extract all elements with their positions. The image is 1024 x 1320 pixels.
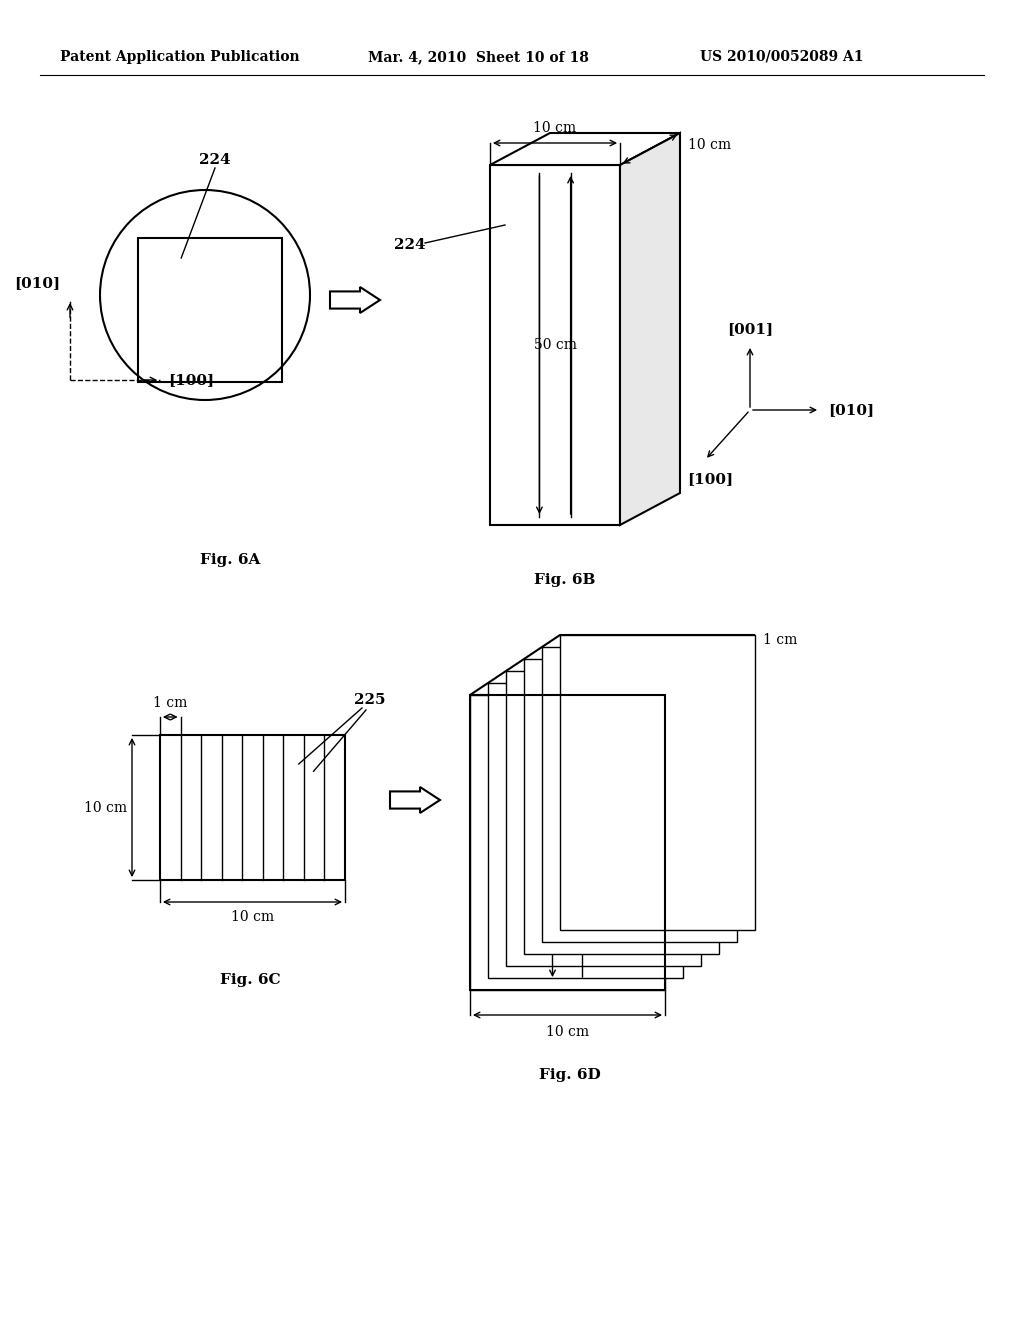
Text: 10 cm: 10 cm <box>534 121 577 135</box>
Polygon shape <box>490 133 680 165</box>
Text: Mar. 4, 2010  Sheet 10 of 18: Mar. 4, 2010 Sheet 10 of 18 <box>368 50 589 63</box>
Polygon shape <box>470 696 665 990</box>
Text: 10 cm: 10 cm <box>231 909 274 924</box>
Text: [001]: [001] <box>727 322 773 337</box>
Text: 1 cm: 1 cm <box>763 634 798 647</box>
Polygon shape <box>506 671 701 966</box>
Polygon shape <box>470 635 755 696</box>
Polygon shape <box>488 682 683 978</box>
Polygon shape <box>560 635 755 931</box>
Text: 50 cm: 50 cm <box>546 836 589 850</box>
Bar <box>138 238 282 381</box>
Text: [100]: [100] <box>168 374 214 387</box>
Text: [010]: [010] <box>14 276 60 290</box>
Text: 1 cm: 1 cm <box>154 696 187 710</box>
Text: 10 cm: 10 cm <box>546 1026 589 1039</box>
Text: Fig. 6D: Fig. 6D <box>539 1068 601 1082</box>
Text: 224: 224 <box>200 153 230 168</box>
Text: US 2010/0052089 A1: US 2010/0052089 A1 <box>700 50 863 63</box>
Text: 50 cm: 50 cm <box>534 338 577 352</box>
Text: Patent Application Publication: Patent Application Publication <box>60 50 300 63</box>
Polygon shape <box>490 165 620 525</box>
Polygon shape <box>620 133 680 525</box>
Polygon shape <box>542 647 737 942</box>
Text: [010]: [010] <box>828 403 874 417</box>
Text: 224: 224 <box>394 238 426 252</box>
Polygon shape <box>524 659 719 954</box>
Text: 10 cm: 10 cm <box>688 139 731 152</box>
Text: 10 cm: 10 cm <box>84 800 127 814</box>
Text: [100]: [100] <box>687 473 733 486</box>
Text: 225: 225 <box>354 693 386 708</box>
Text: Fig. 6A: Fig. 6A <box>200 553 260 568</box>
Text: Fig. 6B: Fig. 6B <box>535 573 596 587</box>
Bar <box>160 735 345 880</box>
Text: Fig. 6C: Fig. 6C <box>220 973 281 987</box>
